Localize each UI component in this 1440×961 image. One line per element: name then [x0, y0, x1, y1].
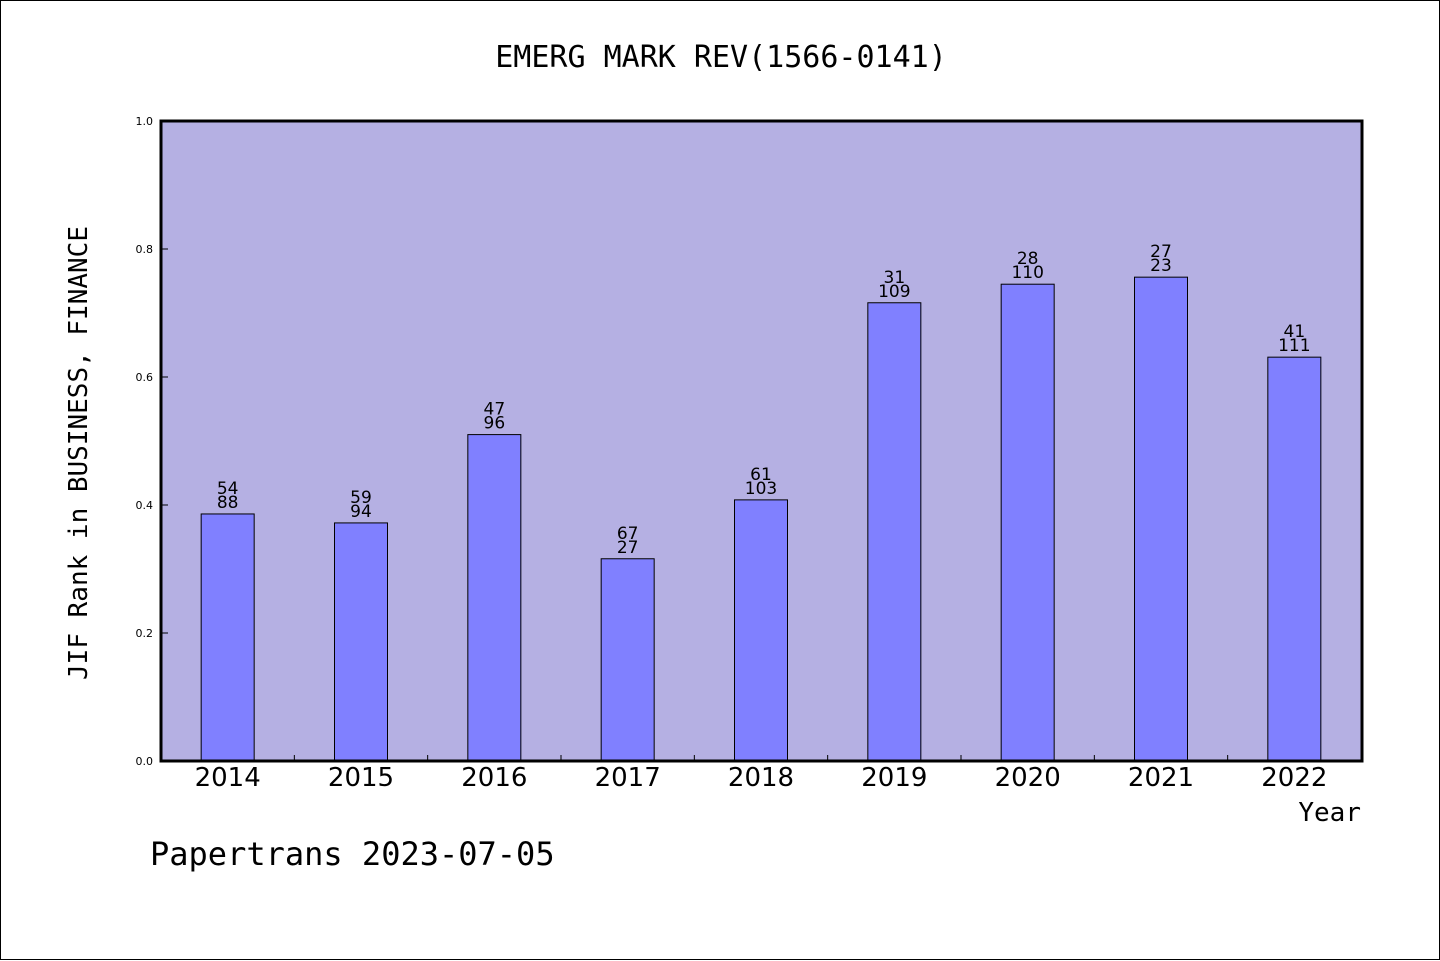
bar-label-rank-2016: 47 — [484, 400, 506, 420]
y-axis: 0.0 0.2 0.4 0.6 0.8 1.0 — [136, 115, 168, 768]
x-tick-label-2017: 2017 — [595, 763, 661, 793]
bar-2019 — [867, 302, 922, 762]
bar-label-total-2021: 23 — [1150, 256, 1172, 276]
bar-label-total-2016: 96 — [484, 414, 506, 434]
x-tick-label-2019: 2019 — [861, 763, 927, 793]
y-tick-label-0.0: 0.0 — [136, 755, 154, 768]
footer-credit: Papertrans 2023-07-05 — [150, 835, 555, 873]
bar-label-total-2018: 103 — [745, 479, 777, 499]
bar-label-rank-2018: 61 — [750, 465, 772, 485]
bar-label-total-2017: 27 — [617, 538, 639, 558]
bar-label-rank-2020: 28 — [1017, 249, 1039, 269]
y-tick-label-0.2: 0.2 — [136, 627, 154, 640]
x-tick-label-2014: 2014 — [195, 763, 261, 793]
bar-label-total-2019: 109 — [878, 282, 910, 302]
bar-2014 — [200, 513, 255, 762]
x-tick-label-2020: 2020 — [995, 763, 1061, 793]
bar-label-total-2022: 111 — [1278, 336, 1310, 356]
bar-2016 — [467, 434, 522, 762]
chart-title: EMERG MARK REV(1566-0141) — [495, 40, 947, 75]
bar-2018 — [734, 499, 788, 762]
x-tick-label-2021: 2021 — [1128, 763, 1194, 793]
bar-2021 — [1134, 276, 1188, 762]
x-axis: 2014 2015 2016 2017 2018 2019 2020 2021 2022 — [195, 755, 1327, 793]
plot-border — [159, 119, 1364, 763]
y-tick-label-1.0: 1.0 — [136, 115, 154, 128]
bar-label-rank-2021: 27 — [1150, 242, 1172, 262]
bar-label-rank-2015: 59 — [350, 488, 372, 508]
bar-label-rank-2019: 31 — [884, 268, 906, 288]
bar-2015 — [334, 522, 388, 762]
x-tick-label-2018: 2018 — [728, 763, 794, 793]
bar-label-total-2014: 88 — [217, 493, 239, 513]
y-tick-label-0.8: 0.8 — [136, 243, 154, 256]
bar-label-total-2015: 94 — [350, 502, 372, 522]
bar-2022 — [1267, 356, 1322, 762]
x-axis-label: Year — [1298, 798, 1361, 828]
x-tick-label-2022: 2022 — [1261, 763, 1327, 793]
bar-label-rank-2017: 67 — [617, 524, 639, 544]
bar-label-rank-2022: 41 — [1284, 322, 1306, 342]
y-tick-label-0.6: 0.6 — [136, 371, 154, 384]
bar-label-total-2020: 110 — [1011, 263, 1043, 283]
bar-2020 — [1000, 283, 1055, 762]
x-tick-label-2016: 2016 — [461, 763, 527, 793]
y-tick-label-0.4: 0.4 — [136, 499, 154, 512]
bar-2017 — [600, 558, 655, 762]
y-axis-label: JIF Rank in BUSINESS, FINANCE — [64, 226, 94, 680]
bar-label-rank-2014: 54 — [217, 479, 239, 499]
x-tick-label-2015: 2015 — [328, 763, 394, 793]
